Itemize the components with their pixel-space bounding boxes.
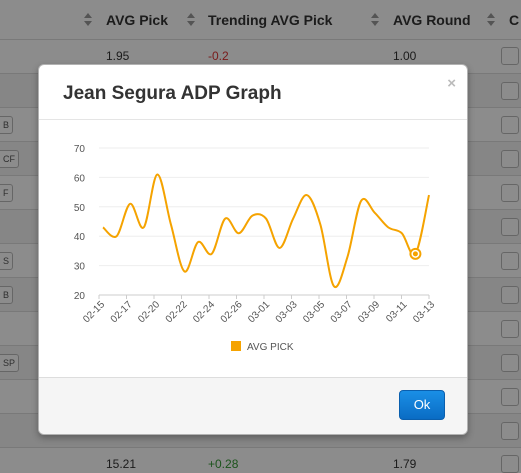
avg-round-cell: 1.79	[393, 457, 417, 471]
row-checkbox[interactable]	[501, 422, 519, 440]
x-tick-label: 02-26	[219, 299, 245, 325]
y-tick-label: 50	[74, 203, 86, 214]
x-tick-label: 03-13	[411, 299, 437, 325]
modal-title: Jean Segura ADP Graph	[63, 83, 282, 104]
modal-header: Jean Segura ADP Graph ×	[39, 65, 467, 120]
sort-icon[interactable]	[84, 13, 92, 27]
modal-footer: Ok	[39, 377, 467, 434]
row-checkbox[interactable]	[501, 184, 519, 202]
x-tick-label: 03-09	[356, 299, 382, 325]
row-checkbox[interactable]	[501, 116, 519, 134]
header-avg-pick[interactable]: AVG Pick	[106, 12, 168, 28]
row-checkbox[interactable]	[501, 252, 519, 270]
sort-icon[interactable]	[487, 13, 495, 27]
row-checkbox[interactable]	[501, 354, 519, 372]
header-c[interactable]: C	[509, 12, 520, 28]
trend-cell: -0.2	[208, 49, 229, 63]
row-checkbox[interactable]	[501, 286, 519, 304]
row-checkbox[interactable]	[501, 82, 519, 100]
series-line-avg-pick	[102, 173, 430, 289]
position-tag: B	[0, 116, 14, 134]
y-tick-label: 20	[74, 291, 86, 302]
x-tick-label: 03-11	[384, 299, 410, 325]
y-tick-label: 60	[74, 173, 86, 184]
x-tick-label: 02-20	[136, 299, 162, 325]
avg-pick-cell: 1.95	[106, 49, 130, 63]
sort-icon[interactable]	[371, 13, 379, 27]
table-header: AVG Pick Trending AVG Pick AVG Round C	[0, 0, 521, 40]
x-tick-label: 02-15	[81, 299, 107, 325]
y-tick-label: 30	[74, 262, 86, 273]
table-row: 15.21 +0.28 1.79	[0, 448, 521, 473]
row-checkbox[interactable]	[501, 320, 519, 338]
position-tag: F	[0, 184, 13, 202]
position-tag: S	[0, 252, 14, 270]
x-tick-label: 03-01	[246, 299, 272, 325]
y-tick-label: 40	[74, 232, 86, 243]
adp-graph-modal: Jean Segura ADP Graph × 70 60 50 40 30 20 02-1…	[38, 64, 468, 435]
x-tick-label: 03-07	[329, 299, 355, 325]
header-trending-avg-pick[interactable]: Trending AVG Pick	[208, 12, 333, 28]
legend-label: AVG PICK	[247, 342, 294, 353]
position-tag: CF	[0, 150, 19, 168]
row-checkbox[interactable]	[501, 150, 519, 168]
ok-button[interactable]: Ok	[399, 390, 445, 420]
x-tick-label: 03-05	[301, 299, 327, 325]
trend-cell: +0.28	[208, 457, 239, 471]
avg-round-cell: 1.00	[393, 49, 417, 63]
avg-pick-cell: 15.21	[106, 457, 137, 471]
x-tick-label: 03-03	[274, 299, 300, 325]
position-tag: SP	[0, 354, 20, 372]
highlight-point-inner	[412, 251, 418, 257]
legend-swatch	[231, 341, 241, 351]
row-checkbox[interactable]	[501, 388, 519, 406]
close-icon[interactable]: ×	[447, 75, 456, 92]
x-tick-label: 02-22	[164, 299, 190, 325]
y-tick-label: 70	[74, 144, 86, 155]
x-tick-label: 02-17	[109, 299, 135, 325]
row-checkbox[interactable]	[501, 218, 519, 236]
position-tag: B	[0, 286, 14, 304]
x-tick-label: 02-24	[191, 299, 217, 325]
row-checkbox[interactable]	[501, 47, 519, 65]
sort-icon[interactable]	[187, 13, 195, 27]
header-avg-round[interactable]: AVG Round	[393, 12, 471, 28]
modal-body: 70 60 50 40 30 20 02-15 02-17 02-20 02-22 02-24 02-…	[39, 121, 467, 380]
